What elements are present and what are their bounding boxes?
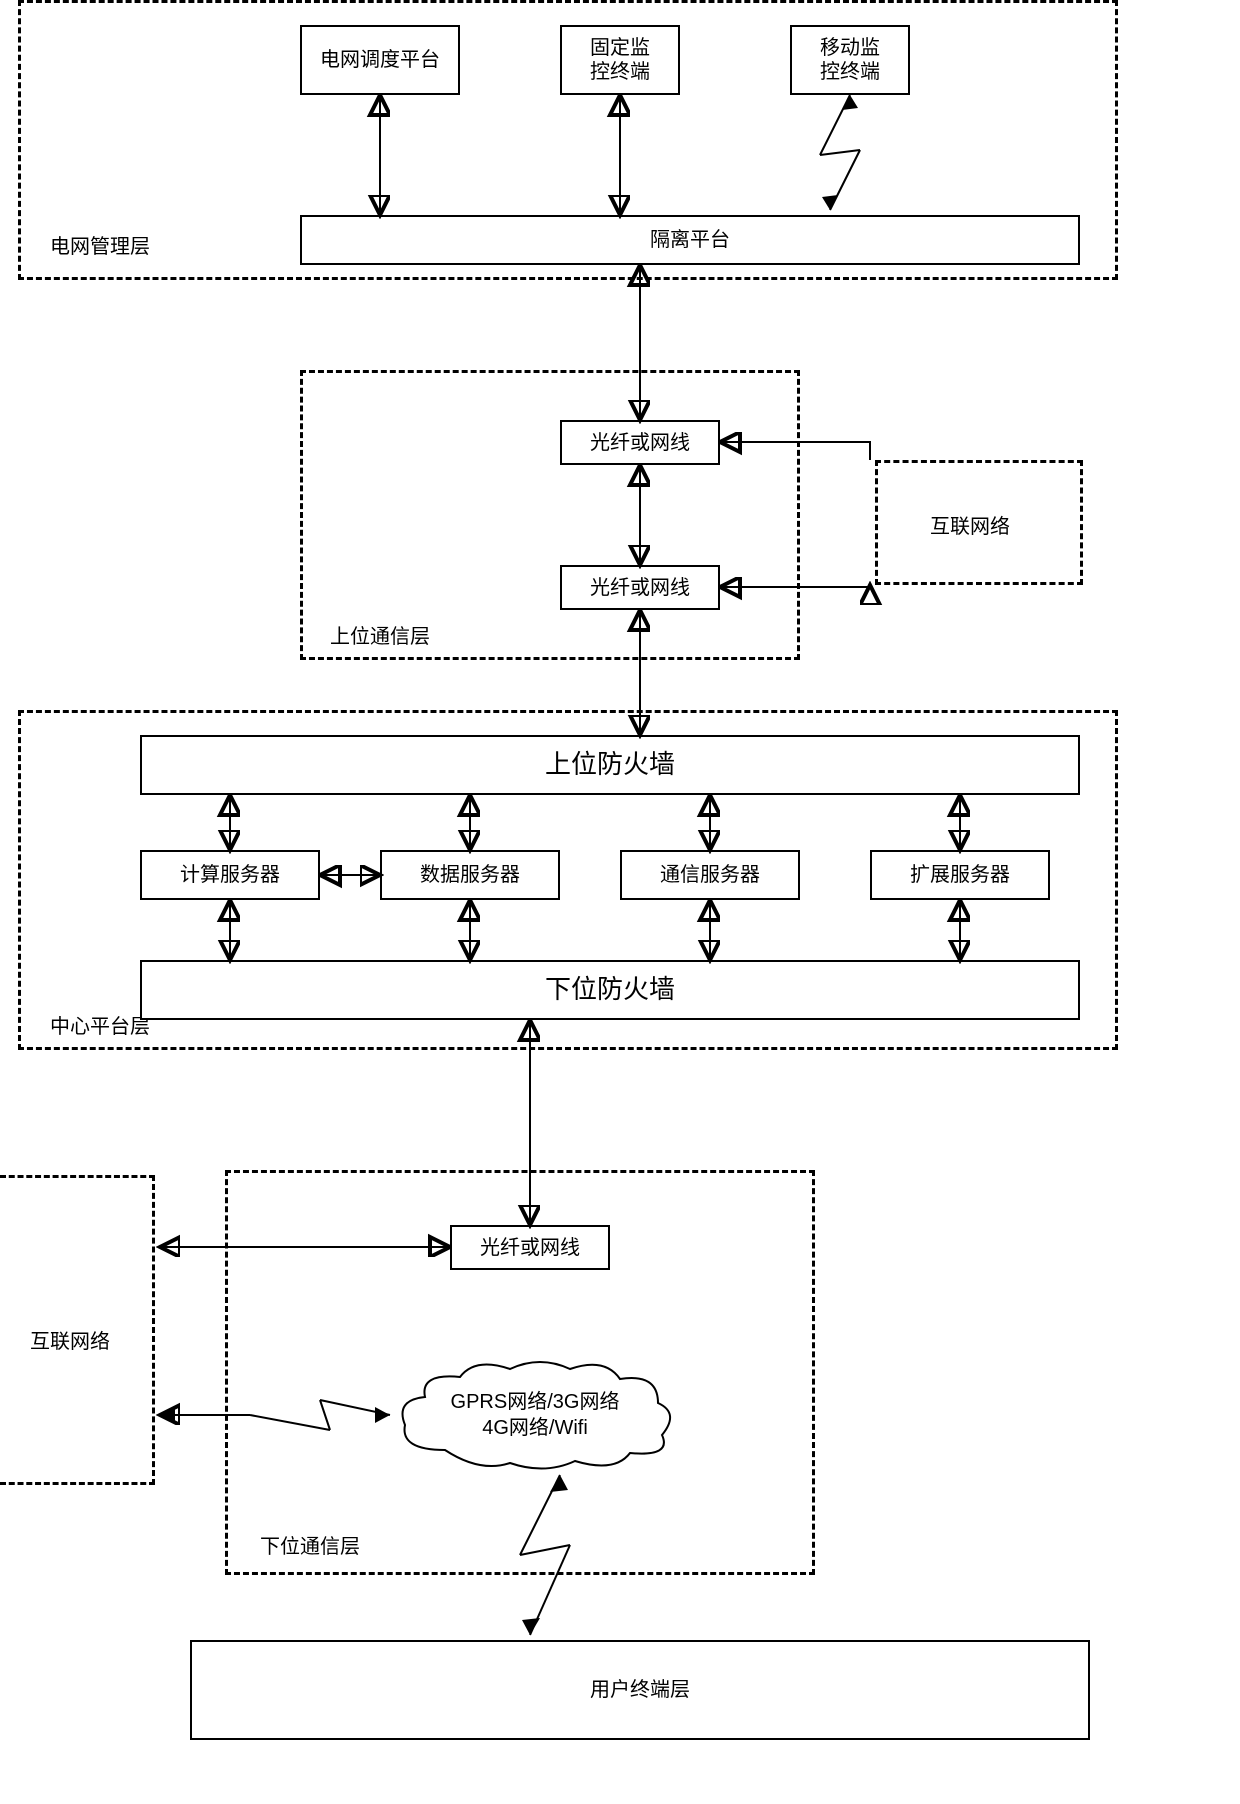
node-user-term: 用户终端层 xyxy=(190,1640,1090,1740)
text-data-srv: 数据服务器 xyxy=(420,863,520,887)
text-user-term: 用户终端层 xyxy=(590,1678,690,1702)
label-upper-comm: 上位通信层 xyxy=(330,620,430,649)
text-dispatch: 电网调度平台 xyxy=(320,48,440,72)
text-ext-srv: 扩展服务器 xyxy=(910,863,1010,887)
node-fiber2: 光纤或网线 xyxy=(560,565,720,610)
node-lower-fw: 下位防火墙 xyxy=(140,960,1080,1020)
node-fiber1: 光纤或网线 xyxy=(560,420,720,465)
text-fiber3: 光纤或网线 xyxy=(480,1236,580,1260)
text-mobile-term: 移动监 控终端 xyxy=(820,36,880,84)
node-dispatch: 电网调度平台 xyxy=(300,25,460,95)
node-mobile-term: 移动监 控终端 xyxy=(790,25,910,95)
text-fiber1: 光纤或网线 xyxy=(590,431,690,455)
diagram-canvas: 电网管理层 电网调度平台 固定监 控终端 移动监 控终端 隔离平台 上位通信层 … xyxy=(0,0,1240,1804)
text-isolation: 隔离平台 xyxy=(650,228,730,252)
text-fixed-term: 固定监 控终端 xyxy=(590,36,650,84)
label-grid-mgmt: 电网管理层 xyxy=(50,230,150,259)
text-lower-fw: 下位防火墙 xyxy=(545,974,675,1005)
label-center: 中心平台层 xyxy=(50,1010,150,1039)
text-upper-fw: 上位防火墙 xyxy=(545,749,675,780)
label-internet-right: 互联网络 xyxy=(930,510,1010,539)
node-fiber3: 光纤或网线 xyxy=(450,1225,610,1270)
label-internet-left: 互联网络 xyxy=(30,1325,110,1354)
node-ext-srv: 扩展服务器 xyxy=(870,850,1050,900)
node-calc-srv: 计算服务器 xyxy=(140,850,320,900)
node-comm-srv: 通信服务器 xyxy=(620,850,800,900)
layer-upper-comm xyxy=(300,370,800,660)
node-wireless-cloud: GPRS网络/3G网络 4G网络/Wifi xyxy=(390,1355,680,1475)
node-fixed-term: 固定监 控终端 xyxy=(560,25,680,95)
text-wireless: GPRS网络/3G网络 4G网络/Wifi xyxy=(451,1389,620,1441)
label-lower-comm: 下位通信层 xyxy=(260,1530,360,1559)
text-fiber2: 光纤或网线 xyxy=(590,576,690,600)
node-data-srv: 数据服务器 xyxy=(380,850,560,900)
node-upper-fw: 上位防火墙 xyxy=(140,735,1080,795)
text-comm-srv: 通信服务器 xyxy=(660,863,760,887)
node-isolation: 隔离平台 xyxy=(300,215,1080,265)
text-calc-srv: 计算服务器 xyxy=(180,863,280,887)
